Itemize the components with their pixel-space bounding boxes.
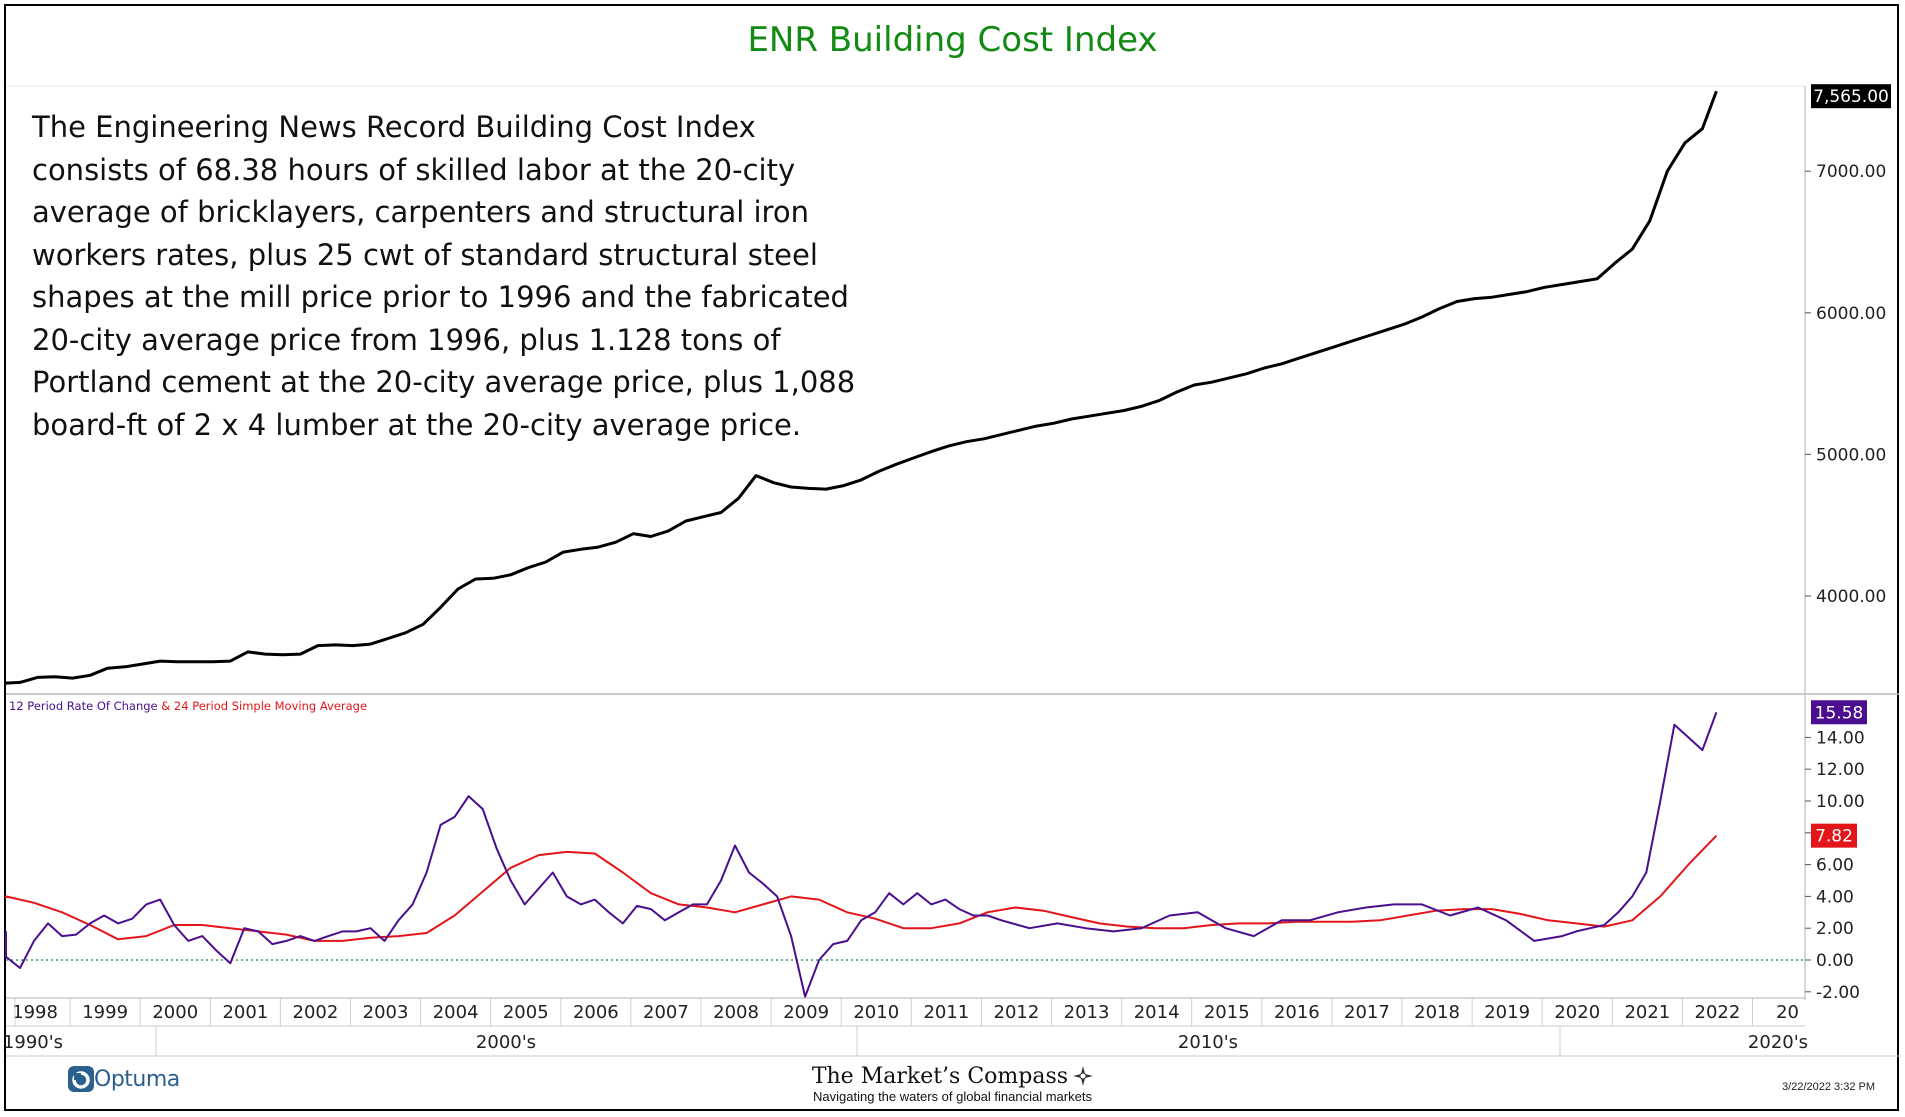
y-tick-label: 10.00: [1816, 792, 1865, 812]
decade-label: 1990's: [3, 1032, 63, 1053]
index-last-value-badge-text: 7,565.00: [1813, 87, 1889, 107]
optuma-logo-icon: [68, 1066, 94, 1092]
decade-label: 2010's: [1178, 1032, 1238, 1053]
description-line: workers rates, plus 25 cwt of standard s…: [32, 237, 818, 272]
year-label: 2015: [1204, 1002, 1250, 1023]
chart-structure: [6, 85, 1899, 1057]
decade-label: 2020's: [1748, 1032, 1808, 1053]
description-line: board-ft of 2 x 4 lumber at the 20-city …: [32, 407, 802, 442]
y-tick-label: 12.00: [1816, 760, 1865, 780]
year-label: 2010: [853, 1002, 899, 1023]
year-label: 2020: [1554, 1002, 1600, 1023]
year-label: 2012: [994, 1002, 1040, 1023]
value-badges: 7,565.00 15.58 7.82: [1811, 84, 1891, 848]
brand-tagline: Navigating the waters of global financia…: [813, 1089, 1092, 1104]
roc-line: [5, 711, 1718, 998]
description-line: average of bricklayers, carpenters and s…: [32, 195, 809, 229]
y-tick-label: 4.00: [1816, 887, 1854, 907]
sma-last-value-badge-bg: [1811, 823, 1857, 848]
description-text: The Engineering News Record Building Cos…: [32, 106, 856, 446]
indicator-legend: 12 Period Rate Of Change & 24 Period Sim…: [9, 699, 367, 713]
year-label: 2008: [713, 1002, 759, 1023]
y-tick-label: 5000.00: [1816, 445, 1886, 465]
roc-last-value-badge: 15.58: [1811, 700, 1867, 725]
year-label: 2009: [783, 1002, 829, 1023]
compass-rose-icon: [1073, 1066, 1094, 1086]
index-line: [4, 90, 1718, 685]
chart-title: ENR Building Cost Index: [747, 20, 1158, 60]
year-label: 2019: [1484, 1002, 1530, 1023]
year-label: 2000: [152, 1002, 198, 1023]
description-line: consists of 68.38 hours of skilled labor…: [32, 152, 796, 187]
year-label: 1999: [82, 1002, 128, 1023]
year-label: 1998: [12, 1002, 58, 1023]
description-line: The Engineering News Record Building Cos…: [32, 110, 756, 144]
y-tick-label: 4000.00: [1816, 587, 1886, 607]
y-tick-label: 6.00: [1816, 856, 1854, 876]
chart-timestamp: 3/22/2022 3:32 PM: [1782, 1081, 1875, 1093]
optuma-logo: Optuma: [68, 1066, 180, 1092]
year-label: 2003: [363, 1002, 409, 1023]
year-label: 2014: [1134, 1002, 1180, 1023]
year-label: 2006: [573, 1002, 619, 1023]
sma-last-value-badge: 7.82: [1811, 823, 1857, 848]
description-line: shapes at the mill price prior to 1996 a…: [32, 280, 849, 314]
x-axis-decades: 1990's 2000's 2010's 2020's: [3, 1026, 1808, 1056]
chart-frame: [4, 4, 1899, 1111]
year-label: 2021: [1624, 1002, 1670, 1023]
sma-last-value-badge-text: 7.82: [1815, 827, 1853, 847]
year-label: 2002: [293, 1002, 339, 1023]
y-tick-label: 0.00: [1816, 951, 1854, 971]
roc-plot: [5, 711, 1805, 998]
legend-ampersand: &: [161, 699, 174, 713]
year-label: 2016: [1274, 1002, 1320, 1023]
decade-label: 2000's: [476, 1032, 536, 1053]
year-label: 2018: [1414, 1002, 1460, 1023]
brand-title: The Market’s Compass: [811, 1064, 1069, 1089]
y-tick-label: 14.00: [1816, 728, 1865, 748]
y-tick-label: 7000.00: [1816, 162, 1886, 182]
roc-last-value-badge-bg: [1811, 700, 1867, 725]
index-plot: [4, 90, 1718, 685]
year-label: 2013: [1064, 1002, 1110, 1023]
year-label: 20: [1776, 1002, 1799, 1023]
roc-last-value-badge-text: 15.58: [1815, 703, 1864, 723]
x-axis-years: 1998 1999 2000 2001 2002 2003 2004 2005 2006 2007…: [12, 998, 1799, 1026]
year-label: 2022: [1695, 1002, 1741, 1023]
y-tick-label: 6000.00: [1816, 304, 1886, 324]
legend-sma: 24 Period Simple Moving Average: [173, 699, 368, 713]
legend-roc: 12 Period Rate Of Change: [9, 699, 158, 713]
year-label: 2017: [1344, 1002, 1390, 1023]
description-line: 20-city average price from 1996, plus 1.…: [32, 322, 781, 357]
index-last-value-badge: 7,565.00: [1811, 84, 1891, 109]
year-label: 2001: [222, 1002, 268, 1023]
year-label: 2011: [923, 1002, 969, 1023]
y-tick-label: 2.00: [1816, 919, 1854, 939]
year-label: 2004: [433, 1002, 479, 1023]
y-tick-label: -2.00: [1816, 983, 1860, 1003]
index-last-value-badge-bg: [1811, 84, 1891, 109]
description-line: Portland cement at the 20-city average p…: [32, 365, 856, 399]
optuma-logo-text: Optuma: [94, 1066, 180, 1092]
year-label: 2005: [503, 1002, 549, 1023]
market-compass-brand: The Market’s Compass Navigating the wate…: [0, 1064, 1905, 1104]
year-label: 2007: [643, 1002, 689, 1023]
sma-line: [5, 835, 1718, 942]
index-y-axis: 4000.00 5000.00 6000.00 7000.00: [1805, 162, 1886, 607]
